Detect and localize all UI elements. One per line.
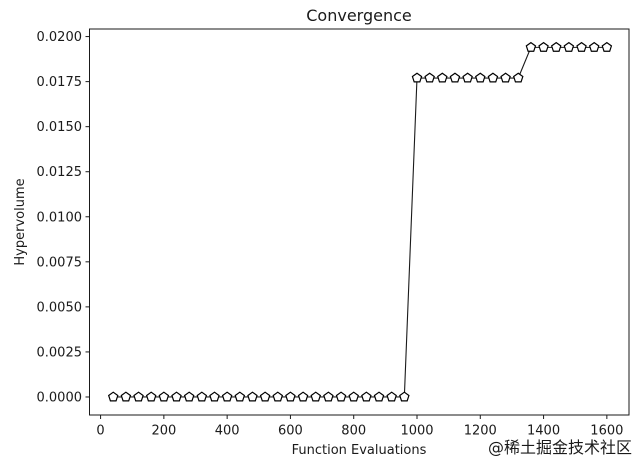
plot-area xyxy=(89,28,630,416)
data-point-marker xyxy=(500,72,511,83)
data-point-marker xyxy=(475,72,486,83)
data-point-marker xyxy=(525,41,537,52)
data-point-marker xyxy=(120,391,132,402)
data-point-marker xyxy=(335,391,347,402)
x-tick-label: 1200 xyxy=(464,424,497,439)
x-tick-label: 1600 xyxy=(590,424,623,439)
data-point-marker xyxy=(588,41,600,52)
data-point-marker xyxy=(348,391,359,402)
data-point-marker xyxy=(285,391,296,402)
data-point-marker xyxy=(601,41,613,52)
x-tick-label: 800 xyxy=(341,424,366,439)
data-point-marker xyxy=(234,391,246,402)
data-point-marker xyxy=(512,72,524,83)
y-tick-label: 0.0100 xyxy=(37,210,83,225)
data-point-marker xyxy=(183,391,195,402)
data-point-marker xyxy=(158,391,170,402)
y-tick-label: 0.0200 xyxy=(37,30,83,45)
y-tick-label: 0.0075 xyxy=(37,255,83,270)
x-tick-label: 600 xyxy=(278,424,303,439)
data-point-marker xyxy=(171,391,182,402)
data-point-marker xyxy=(563,41,575,52)
data-point-marker xyxy=(259,391,271,402)
data-point-marker xyxy=(437,72,448,83)
data-point-marker xyxy=(487,72,499,83)
data-point-marker xyxy=(550,41,562,52)
data-point-marker xyxy=(247,391,258,402)
series-layer xyxy=(107,41,613,402)
data-point-marker xyxy=(361,391,372,402)
data-point-marker xyxy=(323,391,334,402)
data-point-marker xyxy=(221,391,233,402)
data-point-marker xyxy=(576,41,587,52)
x-axis-label: Function Evaluations xyxy=(292,443,427,458)
x-tick-label: 1000 xyxy=(400,424,433,439)
y-tick-label: 0.0150 xyxy=(37,120,83,135)
axis-ticks: 0 200 400 600 800 1000 1200 1400 1600 0.0000 0.002… xyxy=(37,30,624,438)
watermark: @稀土掘金技术社区 xyxy=(488,438,632,457)
data-point-marker xyxy=(449,72,461,83)
data-point-marker xyxy=(399,391,410,402)
data-point-marker xyxy=(209,391,220,402)
y-tick-label: 0.0050 xyxy=(37,300,83,315)
chart-title: Convergence xyxy=(306,6,412,25)
data-point-marker xyxy=(424,72,435,83)
data-point-marker xyxy=(196,391,208,402)
x-tick-label: 400 xyxy=(215,424,240,439)
data-point-marker xyxy=(538,41,549,52)
data-point-marker xyxy=(272,391,284,402)
data-point-marker xyxy=(462,72,473,83)
y-axis-label: Hypervolume xyxy=(13,178,28,265)
y-tick-label: 0.0175 xyxy=(37,75,83,90)
data-point-marker xyxy=(297,391,309,402)
series-line xyxy=(113,46,607,398)
y-tick-label: 0.0125 xyxy=(37,165,83,180)
data-point-marker xyxy=(133,391,144,402)
y-tick-label: 0.0000 xyxy=(37,390,83,405)
x-tick-label: 200 xyxy=(151,424,176,439)
data-point-marker xyxy=(310,391,322,402)
data-point-marker xyxy=(373,391,385,402)
data-point-marker xyxy=(386,391,397,402)
x-tick-label: 1400 xyxy=(527,424,560,439)
y-tick-label: 0.0025 xyxy=(37,345,83,360)
x-tick-label: 0 xyxy=(96,424,104,439)
data-point-marker xyxy=(107,391,119,402)
data-point-marker xyxy=(145,391,157,402)
data-point-marker xyxy=(411,72,423,83)
